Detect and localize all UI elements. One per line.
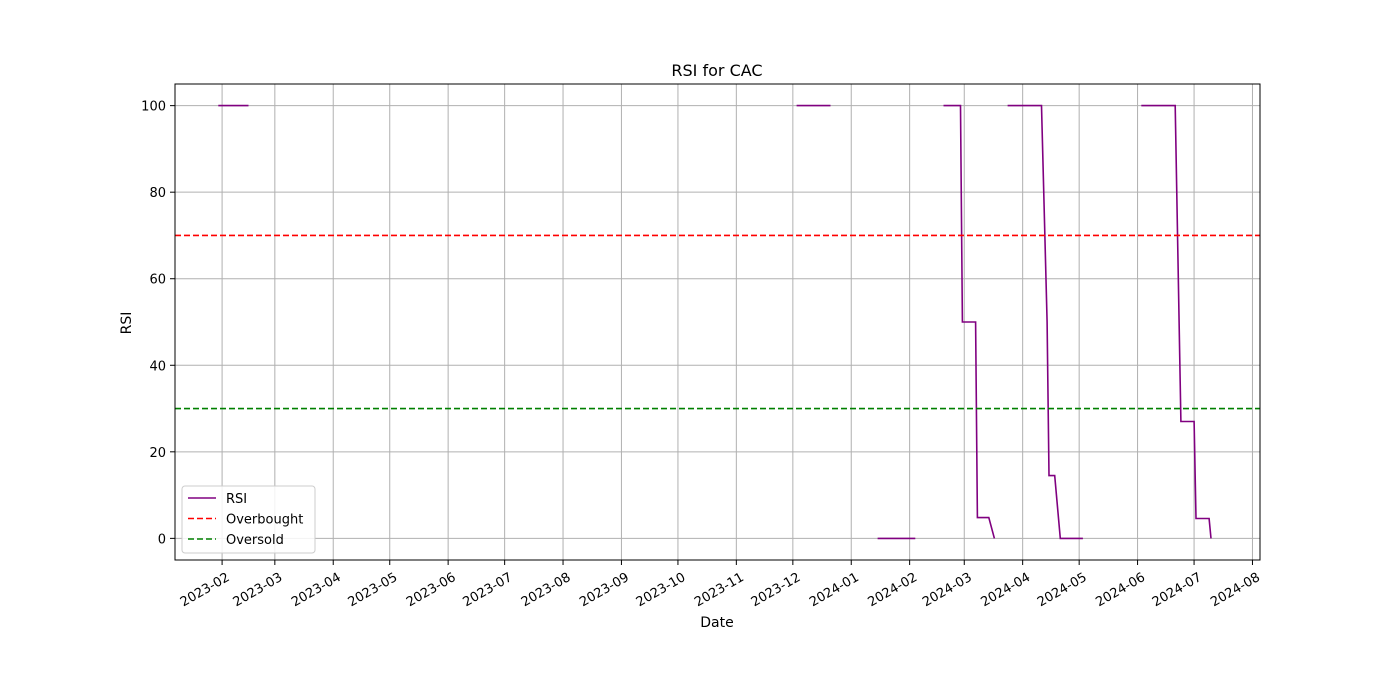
rsi-line-segment bbox=[1141, 104, 1212, 539]
chart-title: RSI for CAC bbox=[671, 61, 762, 80]
plot-frame bbox=[174, 83, 1261, 561]
legend-label: Oversold bbox=[226, 533, 284, 548]
rsi-line-segment bbox=[1007, 104, 1083, 540]
y-tick-label: 100 bbox=[141, 100, 166, 115]
y-axis-label: RSI bbox=[119, 312, 135, 335]
legend-box bbox=[181, 485, 316, 554]
y-tick-label: 0 bbox=[158, 532, 166, 547]
x-axis-label: Date bbox=[700, 615, 733, 631]
y-tick-label: 20 bbox=[149, 446, 166, 461]
y-tick-label: 40 bbox=[149, 359, 166, 374]
legend-label: RSI bbox=[226, 492, 247, 507]
y-tick-label: 60 bbox=[149, 273, 166, 288]
rsi-line-segment bbox=[943, 104, 996, 539]
legend-label: Overbought bbox=[226, 513, 303, 528]
legend: RSI Overbought Oversold bbox=[181, 485, 316, 554]
y-tick-label: 80 bbox=[149, 186, 166, 201]
